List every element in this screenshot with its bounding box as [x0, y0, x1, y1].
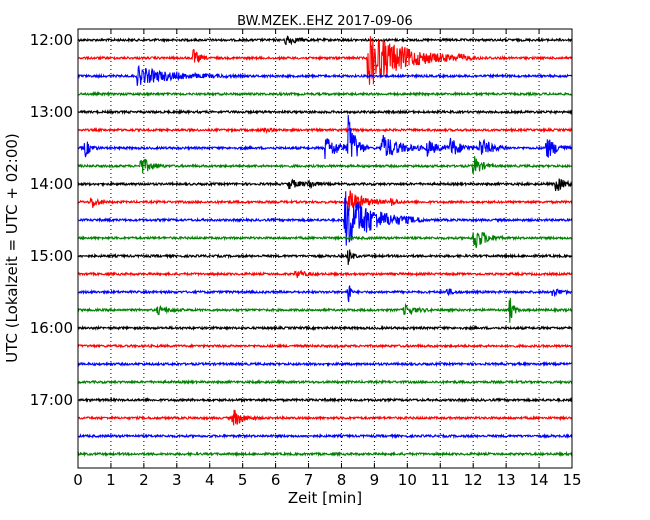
x-axis-label: Zeit [min]: [288, 489, 362, 507]
trace-1530: [77, 285, 573, 303]
y-tick-label: 14:00: [30, 175, 73, 193]
x-ticks: 0 1 2 3 4 5 6 7 8 9 10 11 12 13 14 15: [73, 29, 582, 489]
y-ticks: 12:00 13:00 14:00 15:00 16:00 17:00: [30, 31, 572, 409]
x-tick-label: 4: [205, 471, 215, 489]
chart-title: BW.MZEK..EHZ 2017-09-06: [237, 14, 413, 29]
y-tick-label: 16:00: [30, 319, 73, 337]
x-tick-label: 10: [398, 471, 417, 489]
trace-1730: [77, 432, 573, 440]
trace-1545: [77, 297, 573, 323]
x-tick-label: 6: [271, 471, 281, 489]
y-tick-label: 13:00: [30, 103, 73, 121]
trace-1230: [77, 64, 573, 86]
x-tick-label: 5: [238, 471, 248, 489]
x-tick-label: 1: [106, 471, 116, 489]
trace-1630: [77, 360, 573, 368]
x-tick-label: 14: [530, 471, 549, 489]
trace-1400: [77, 178, 573, 192]
trace-1330: [77, 114, 573, 160]
trace-1600: [77, 324, 573, 332]
x-tick-label: 15: [562, 471, 581, 489]
trace-1345: [77, 156, 573, 176]
trace-1445: [77, 231, 573, 249]
x-tick-label: 3: [172, 471, 182, 489]
x-tick-label: 7: [304, 471, 314, 489]
x-tick-label: 8: [337, 471, 347, 489]
y-axis-label: UTC (Lokalzeit = UTC + 02:00): [3, 133, 21, 363]
trace-1430: [77, 191, 573, 246]
trace-1500: [77, 249, 573, 265]
trace-1415: [77, 190, 573, 212]
x-tick-label: 12: [464, 471, 483, 489]
trace-1645: [77, 378, 573, 386]
trace-1200: [77, 35, 573, 46]
trace-layer: [77, 35, 573, 458]
y-tick-label: 15:00: [30, 247, 73, 265]
trace-1215: [77, 36, 573, 85]
trace-1515: [77, 269, 573, 279]
x-tick-label: 9: [370, 471, 380, 489]
trace-1615: [77, 343, 573, 350]
y-tick-label: 12:00: [30, 31, 73, 49]
y-tick-label: 17:00: [30, 391, 73, 409]
x-tick-label: 13: [497, 471, 516, 489]
x-tick-label: 11: [431, 471, 450, 489]
x-tick-label: 0: [73, 471, 83, 489]
x-tick-label: 2: [139, 471, 149, 489]
trace-1300: [77, 108, 573, 116]
trace-1700: [77, 396, 573, 404]
trace-1315: [77, 126, 573, 135]
plot-frame: [77, 28, 573, 469]
trace-1745: [77, 450, 573, 458]
trace-1245: [77, 90, 573, 98]
trace-1715: [77, 409, 573, 426]
